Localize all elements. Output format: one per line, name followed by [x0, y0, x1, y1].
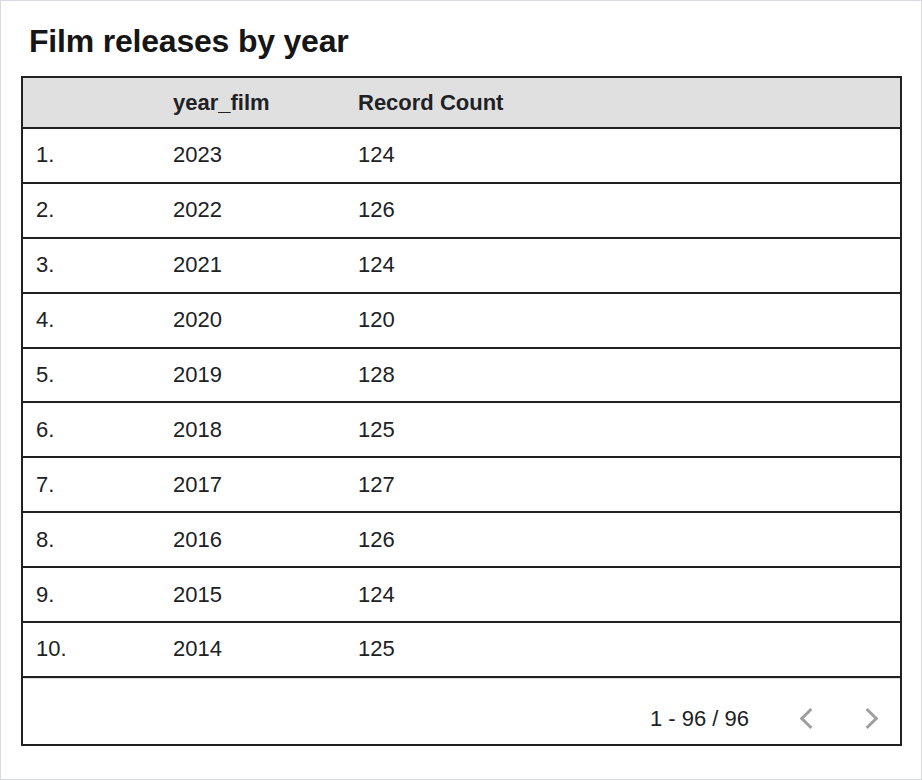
table-row: 6. 2018 125 [23, 403, 900, 458]
table-chart-card: Film releases by year year_film Record C… [0, 0, 922, 780]
row-number-cell: 4. [23, 307, 173, 333]
record-count-cell: 120 [358, 307, 900, 333]
chart-title: Film releases by year [29, 22, 349, 60]
table-row: 9. 2015 124 [23, 568, 900, 623]
table-row: 10. 2014 125 [23, 623, 900, 678]
table-row: 7. 2017 127 [23, 458, 900, 513]
chevron-right-icon [857, 708, 878, 729]
year-film-cell: 2019 [173, 362, 358, 388]
table-footer: 1 - 96 / 96 [23, 678, 900, 744]
table-row: 3. 2021 124 [23, 239, 900, 294]
chevron-left-icon [799, 708, 820, 729]
row-number-cell: 10. [23, 636, 173, 662]
table-row: 8. 2016 126 [23, 513, 900, 568]
year-film-cell: 2014 [173, 636, 358, 662]
row-number-cell: 1. [23, 142, 173, 168]
year-film-cell: 2021 [173, 252, 358, 278]
pagination-prev-button[interactable] [787, 699, 827, 739]
year-film-cell: 2016 [173, 527, 358, 553]
header-cell-record-count[interactable]: Record Count [358, 90, 900, 116]
record-count-cell: 128 [358, 362, 900, 388]
record-count-cell: 126 [358, 527, 900, 553]
record-count-cell: 127 [358, 472, 900, 498]
record-count-cell: 124 [358, 252, 900, 278]
row-number-cell: 7. [23, 472, 173, 498]
header-cell-year-film[interactable]: year_film [173, 90, 358, 116]
record-count-cell: 126 [358, 197, 900, 223]
pagination-range: 1 - 96 / 96 [650, 706, 749, 732]
table-header-row: year_film Record Count [23, 78, 900, 129]
table-row: 1. 2023 124 [23, 129, 900, 184]
table-row: 4. 2020 120 [23, 294, 900, 349]
year-film-cell: 2022 [173, 197, 358, 223]
row-number-cell: 9. [23, 582, 173, 608]
record-count-cell: 125 [358, 636, 900, 662]
year-film-cell: 2020 [173, 307, 358, 333]
table-body: 1. 2023 124 2. 2022 126 3. 2021 124 4. 2… [23, 129, 900, 678]
record-count-cell: 124 [358, 582, 900, 608]
year-film-cell: 2018 [173, 417, 358, 443]
row-number-cell: 3. [23, 252, 173, 278]
table-row: 2. 2022 126 [23, 184, 900, 239]
table-row: 5. 2019 128 [23, 349, 900, 404]
row-number-cell: 5. [23, 362, 173, 388]
row-number-cell: 6. [23, 417, 173, 443]
year-film-cell: 2017 [173, 472, 358, 498]
row-number-cell: 2. [23, 197, 173, 223]
year-film-cell: 2015 [173, 582, 358, 608]
year-film-cell: 2023 [173, 142, 358, 168]
record-count-cell: 124 [358, 142, 900, 168]
data-table: year_film Record Count 1. 2023 124 2. 20… [21, 76, 902, 746]
row-number-cell: 8. [23, 527, 173, 553]
pagination-next-button[interactable] [850, 699, 890, 739]
record-count-cell: 125 [358, 417, 900, 443]
